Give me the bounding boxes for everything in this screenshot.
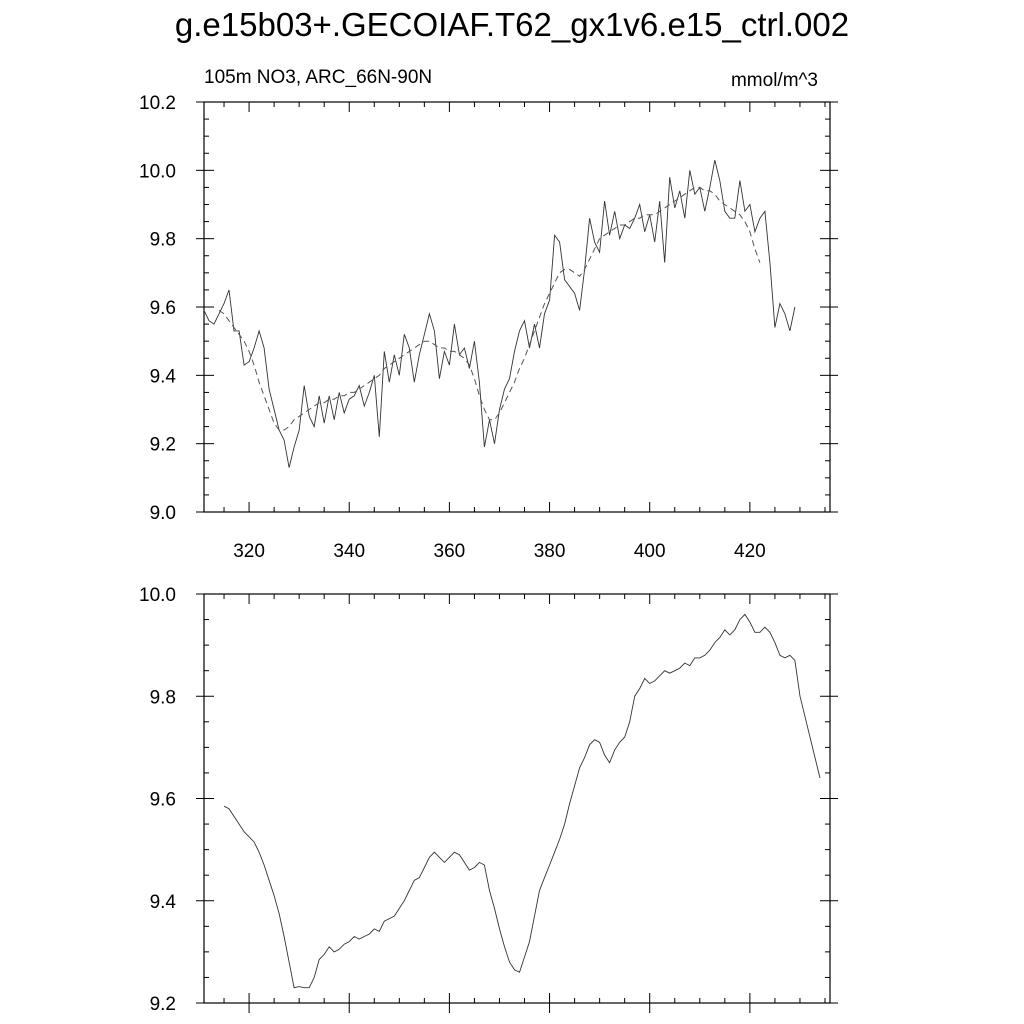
chart-title: g.e15b03+.GECOIAF.T62_gx1v6.e15_ctrl.002 [174,6,850,43]
bottom-panel: 9.2 9.4 9.6 9.8 10.0 [139,585,838,1015]
bottom-y-tick-label: 9.6 [150,790,176,811]
top-y-tick-label: 10.2 [139,93,176,114]
bottom-y-tick-label: 9.8 [150,687,176,708]
top-x-tick-label: 320 [233,541,265,562]
top-x-tick-label: 400 [634,541,666,562]
top-panel-subtitle: 105m NO3, ARC_66N-90N [204,67,432,88]
bottom-y-tick-label: 9.2 [150,994,176,1015]
bottom-y-tick-label: 10.0 [139,585,176,606]
top-x-tick-label: 340 [333,541,365,562]
top-x-tick-label: 420 [734,541,766,562]
top-y-tick-label: 9.0 [150,503,176,524]
top-plot-frame [203,101,831,513]
top-y-tick-label: 10.0 [139,161,176,182]
top-series-dashed-line [218,186,761,431]
top-y-tick-label: 9.8 [150,230,176,251]
top-y-tick-label: 9.6 [150,298,176,319]
bottom-y-tick-label: 9.4 [150,892,177,913]
top-panel: 105m NO3, ARC_66N-90N mmol/m^3 320 340 360… [139,67,838,562]
top-y-tick-label: 9.2 [150,435,176,456]
top-series-solid-line [203,159,796,468]
top-panel-units: mmol/m^3 [731,70,818,91]
top-x-tick-label: 380 [534,541,566,562]
bottom-series-solid-line [223,613,821,989]
bottom-plot-frame [203,593,831,1004]
top-x-tick-label: 360 [434,541,466,562]
top-y-tick-label: 9.4 [150,366,177,387]
